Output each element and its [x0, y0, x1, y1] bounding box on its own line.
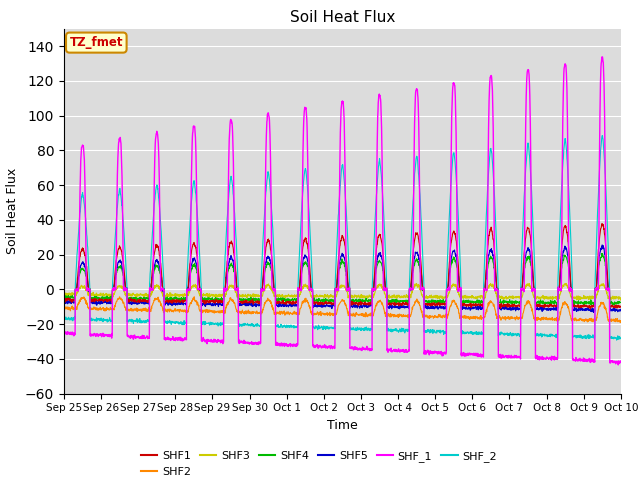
SHF5: [504, 307, 512, 312]
SHF5: [568, 286, 575, 291]
SHF1: [583, 303, 591, 309]
SHF_2: [568, 251, 575, 256]
SHF_1: [614, 362, 622, 368]
Legend: SHF1, SHF2, SHF3, SHF4, SHF5, SHF_1, SHF_2: SHF1, SHF2, SHF3, SHF4, SHF5, SHF_1, SHF…: [136, 446, 501, 480]
SHF4: [371, 278, 378, 284]
SHF4: [568, 287, 575, 293]
SHF4: [598, 251, 605, 256]
SHF3: [60, 293, 68, 299]
Line: SHF2: SHF2: [64, 297, 621, 323]
SHF4: [504, 299, 512, 304]
SHF5: [371, 278, 378, 284]
SHF2: [358, 312, 366, 318]
SHF_2: [617, 336, 625, 341]
Line: SHF1: SHF1: [64, 224, 621, 309]
SHF1: [358, 300, 366, 306]
SHF2: [617, 318, 625, 324]
SHF_2: [598, 132, 606, 138]
SHF5: [583, 306, 591, 312]
Line: SHF3: SHF3: [64, 283, 621, 300]
SHF1: [504, 303, 512, 309]
SHF_1: [583, 357, 591, 363]
SHF3: [583, 294, 591, 300]
SHF_2: [358, 325, 366, 331]
SHF4: [617, 300, 625, 305]
SHF2: [568, 317, 575, 323]
SHF1: [568, 286, 575, 292]
Text: TZ_fmet: TZ_fmet: [70, 36, 123, 49]
SHF5: [598, 242, 606, 248]
SHF1: [598, 221, 605, 227]
Line: SHF_2: SHF_2: [64, 135, 621, 340]
Y-axis label: Soil Heat Flux: Soil Heat Flux: [6, 168, 19, 254]
SHF4: [553, 302, 561, 308]
SHF2: [371, 307, 378, 313]
SHF_1: [568, 286, 575, 292]
SHF5: [215, 300, 223, 306]
SHF2: [190, 294, 198, 300]
SHF_2: [371, 234, 378, 240]
Line: SHF_1: SHF_1: [64, 57, 621, 365]
SHF1: [215, 299, 223, 304]
SHF_2: [504, 333, 512, 338]
SHF2: [60, 306, 68, 312]
SHF3: [504, 296, 512, 301]
SHF5: [589, 310, 597, 315]
SHF3: [215, 294, 223, 300]
SHF_1: [598, 54, 606, 60]
SHF4: [358, 296, 366, 302]
SHF1: [60, 298, 68, 304]
SHF_1: [358, 347, 366, 352]
SHF2: [504, 314, 512, 320]
SHF5: [60, 299, 68, 305]
SHF_1: [504, 355, 512, 361]
SHF_1: [371, 287, 378, 293]
X-axis label: Time: Time: [327, 419, 358, 432]
SHF3: [371, 292, 378, 298]
SHF_2: [215, 322, 223, 328]
Line: SHF5: SHF5: [64, 245, 621, 312]
SHF_2: [613, 337, 621, 343]
Line: SHF4: SHF4: [64, 253, 621, 305]
SHF2: [216, 310, 223, 315]
SHF_2: [60, 313, 68, 319]
SHF3: [617, 297, 625, 303]
SHF_1: [617, 359, 625, 364]
SHF_2: [583, 334, 591, 340]
Title: Soil Heat Flux: Soil Heat Flux: [290, 10, 395, 25]
SHF1: [371, 274, 378, 279]
SHF2: [583, 316, 591, 322]
SHF4: [60, 294, 68, 300]
SHF5: [358, 305, 366, 311]
SHF1: [617, 303, 625, 309]
SHF3: [568, 295, 575, 300]
SHF1: [586, 306, 594, 312]
SHF4: [583, 300, 591, 306]
SHF3: [358, 292, 366, 298]
SHF5: [617, 307, 625, 313]
SHF_1: [215, 338, 223, 344]
SHF4: [215, 298, 223, 303]
SHF3: [413, 280, 420, 286]
SHF2: [616, 320, 624, 325]
SHF_1: [60, 330, 68, 336]
